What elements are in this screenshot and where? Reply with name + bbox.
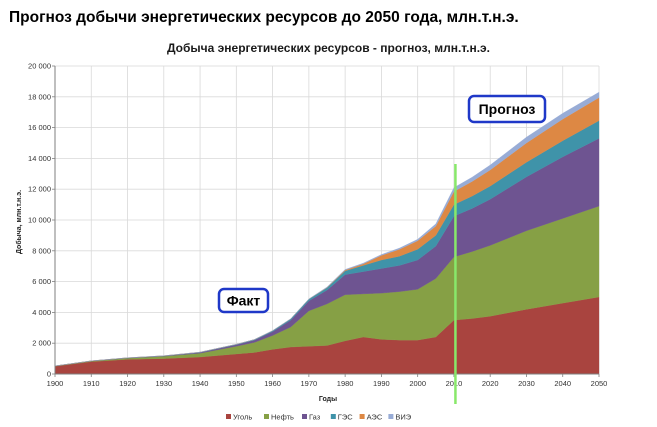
chart-title: Добыча энергетических ресурсов - прогноз… [166,41,490,55]
page-title: Прогноз добычи энергетических ресурсов д… [9,9,519,26]
legend-label-2: Газ [309,413,321,422]
area-series-5 [54,91,600,367]
x-tick-label-5: 1950 [228,379,245,388]
legend-label-5: ВИЭ [395,413,411,422]
y-tick-label-3: 6 000 [32,277,51,286]
y-tick-label-8: 16 000 [28,123,51,132]
areas [54,91,600,375]
legend-swatch-1 [264,414,269,419]
x-tick-label-2: 1920 [119,379,136,388]
y-ticks: 0 2 000 4 000 6 000 8 000 10 000 12 000 14 000 1… [28,62,55,379]
y-tick-label-10: 20 000 [28,62,51,71]
x-tick-label-7: 1970 [301,379,318,388]
y-axis-label: Добыча, млн.т.н.э. [15,190,23,254]
x-tick-label-10: 2000 [409,379,426,388]
legend-swatch-5 [388,414,394,419]
x-tick-label-11: 2010 [446,379,463,388]
legend-label-3: ГЭС [338,413,353,422]
x-tick-label-14: 2040 [554,379,571,388]
legend-label-1: Нефть [271,413,294,422]
y-tick-label-4: 8 000 [32,246,51,255]
x-axis-label: Годы [319,396,337,403]
fact-callout: Факт [217,287,270,314]
x-tick-label-3: 1930 [155,379,172,388]
y-tick-label-6: 12 000 [28,185,51,194]
x-tick-label-0: 1900 [47,379,64,388]
legend-swatch-0 [226,414,231,419]
x-tick-label-1: 1910 [83,379,100,388]
legend-swatch-4 [359,414,365,419]
legend-label-4: АЭС [367,413,383,422]
x-tick-label-15: 2050 [591,379,608,388]
forecast-callout-box [467,94,547,124]
y-tick-label-9: 18 000 [28,92,51,101]
x-ticks: 1900 1910 1920 1930 1940 1950 1960 1970 1980 1990… [47,374,608,388]
fact-callout-label: Факт [227,293,261,309]
legend: Уголь Нефть Газ ГЭС АЭС ВИЭ [226,413,412,422]
y-tick-label-5: 10 000 [28,216,51,225]
legend-label-0: Уголь [233,413,252,422]
y-tick-label-2: 4 000 [32,308,51,317]
y-tick-label-0: 0 [47,370,51,379]
x-tick-label-9: 1990 [373,379,390,388]
fact-callout-box [217,287,270,314]
x-tick-label-6: 1960 [264,379,281,388]
y-tick-label-7: 14 000 [28,154,51,163]
forecast-callout-label: Прогноз [479,101,536,117]
legend-swatch-2 [302,414,307,419]
x-tick-label-12: 2020 [482,379,499,388]
forecast-callout: Прогноз [467,94,547,124]
x-tick-label-13: 2030 [518,379,535,388]
y-tick-label-1: 2 000 [32,339,51,348]
legend-swatch-3 [330,414,336,419]
x-tick-label-8: 1980 [337,379,354,388]
x-tick-label-4: 1940 [192,379,209,388]
